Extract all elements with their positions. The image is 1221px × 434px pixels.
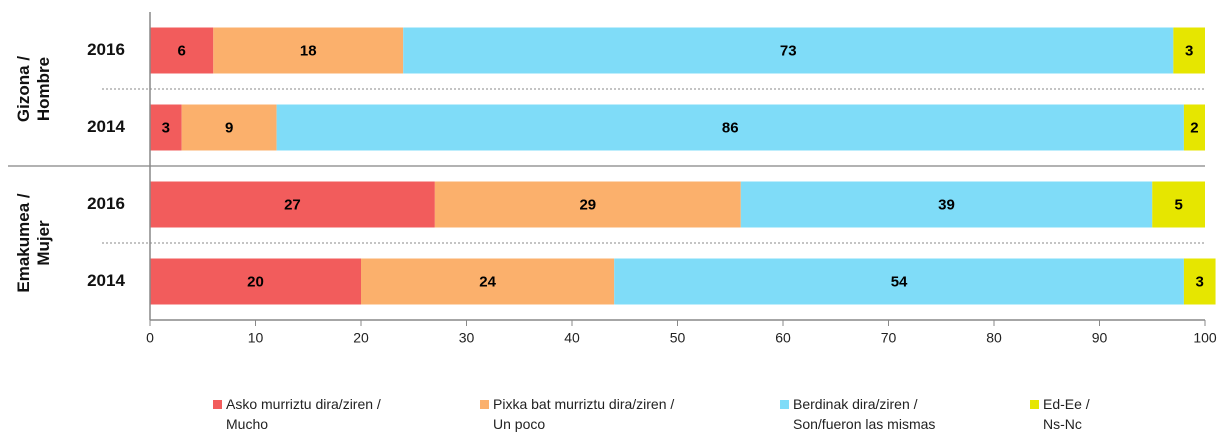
- x-tick-label: 100: [1193, 330, 1217, 346]
- legend-label: Pixka bat murriztu dira/ziren / Un poco: [493, 396, 674, 432]
- data-label: 73: [780, 42, 797, 59]
- bar-segment: [1183, 104, 1205, 151]
- legend-swatch: [480, 400, 489, 409]
- bar-segment: [361, 258, 615, 305]
- x-tick-label: 70: [881, 330, 897, 346]
- bar-segment: [740, 181, 1153, 228]
- bar-segment: [181, 104, 277, 151]
- bar-segment: [213, 27, 404, 74]
- data-label: 2: [1190, 119, 1198, 136]
- bar-segment: [1152, 181, 1205, 228]
- data-label: 18: [300, 42, 317, 59]
- x-tick-label: 20: [353, 330, 369, 346]
- bar-segment: [150, 27, 214, 74]
- y-tick-label: 2016: [87, 194, 125, 213]
- x-tick-label: 40: [564, 330, 580, 346]
- x-tick-label: 10: [248, 330, 264, 346]
- bar-segment: [150, 181, 435, 228]
- data-label: 24: [479, 273, 496, 290]
- legend-label: Ed-Ee / Ns-Nc: [1043, 396, 1090, 432]
- data-label: 3: [1185, 42, 1193, 59]
- x-tick-label: 60: [775, 330, 791, 346]
- data-label: 86: [722, 119, 739, 136]
- bar-segment: [150, 258, 361, 305]
- bar-segment: [434, 181, 741, 228]
- data-label: 9: [225, 119, 233, 136]
- x-tick-label: 90: [1092, 330, 1108, 346]
- bar-segment: [614, 258, 1184, 305]
- x-tick-label: 0: [146, 330, 154, 346]
- data-label: 20: [247, 273, 264, 290]
- legend-label: Berdinak dira/ziren / Son/fueron las mism…: [793, 396, 935, 432]
- x-tick-label: 30: [459, 330, 475, 346]
- group-label: Emakumea /Mujer: [14, 193, 53, 292]
- data-label: 6: [177, 42, 185, 59]
- data-label: 39: [938, 196, 955, 213]
- legend-swatch: [780, 400, 789, 409]
- legend-swatch: [1030, 400, 1039, 409]
- data-label: 54: [891, 273, 908, 290]
- data-label: 3: [162, 119, 170, 136]
- x-tick-label: 50: [670, 330, 686, 346]
- data-label: 5: [1174, 196, 1182, 213]
- bar-segment: [403, 27, 1174, 74]
- legend-label: Asko murriztu dira/ziren / Mucho: [226, 396, 381, 432]
- bar-segment: [276, 104, 1184, 151]
- bar-segment: [1173, 27, 1205, 74]
- x-tick-label: 80: [986, 330, 1002, 346]
- data-label: 27: [284, 196, 301, 213]
- y-tick-label: 2016: [87, 40, 125, 59]
- y-tick-label: 2014: [87, 117, 125, 136]
- data-label: 29: [579, 196, 596, 213]
- group-label: Gizona /Hombre: [14, 56, 53, 122]
- bar-segment: [1183, 258, 1216, 305]
- bar-segment: [150, 104, 182, 151]
- y-tick-label: 2014: [87, 271, 125, 290]
- legend-swatch: [213, 400, 222, 409]
- data-label: 3: [1196, 273, 1204, 290]
